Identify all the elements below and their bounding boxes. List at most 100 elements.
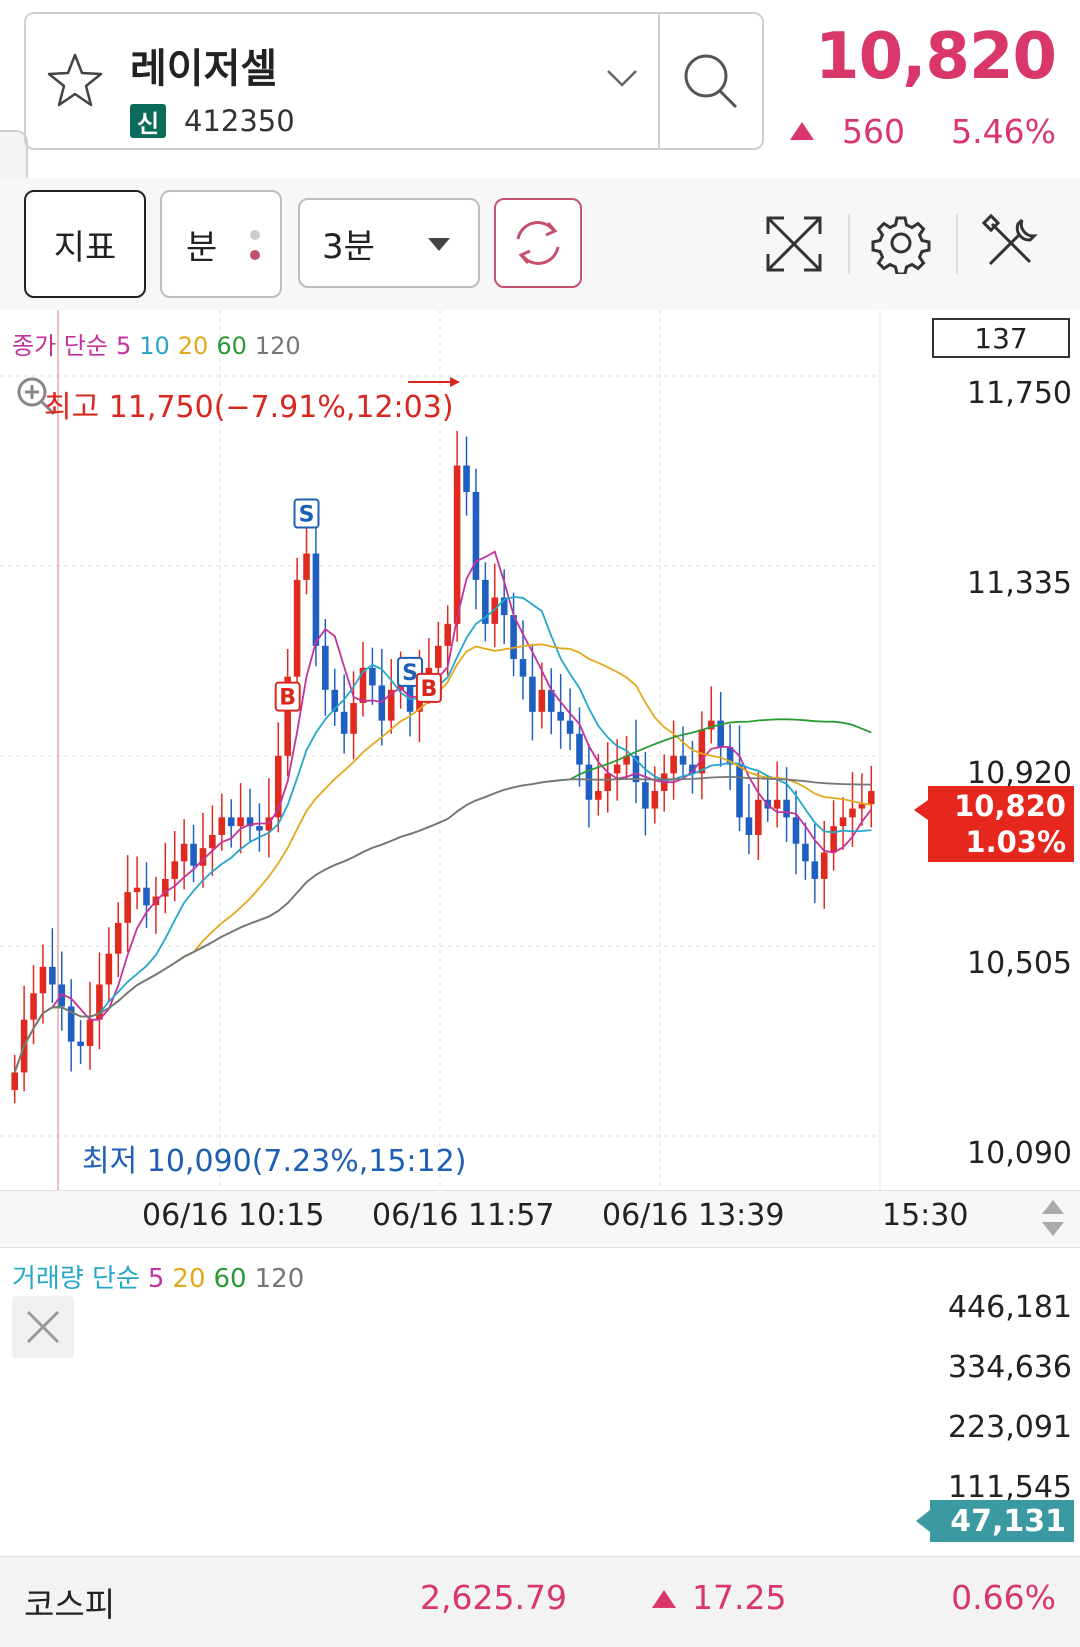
candle-body [482, 579, 489, 624]
candle-body [745, 817, 753, 835]
volume-axis-label: 334,636 [947, 1350, 1072, 1385]
candle-body [96, 984, 103, 1020]
indicator-button-label: 지표 [53, 227, 117, 268]
market-badge: 신 [130, 104, 166, 138]
candle-body [218, 817, 226, 835]
stock-code: 412350 [184, 104, 295, 138]
y-axis-label: 10,920 [967, 756, 1072, 791]
search-icon[interactable] [660, 14, 762, 148]
period-select[interactable]: 3분 [298, 198, 480, 288]
minute-button[interactable]: 분 [160, 190, 282, 298]
candle-body [613, 764, 621, 774]
legend-ma10: 10 [139, 332, 170, 360]
candle-body [538, 689, 546, 712]
time-axis[interactable] [0, 1190, 1080, 1248]
candle-body [190, 843, 197, 866]
candle-body [463, 465, 470, 492]
current-price-percent: 1.03% [965, 825, 1066, 859]
y-axis-label: 11,750 [967, 376, 1072, 411]
signal-label: S [299, 503, 315, 528]
gear-icon[interactable] [870, 212, 932, 274]
stock-selector[interactable] [24, 12, 764, 150]
volume-legend-ma60: 60 [213, 1264, 247, 1294]
candle-body [651, 790, 659, 809]
candle-body [227, 817, 235, 827]
candle-body [547, 689, 555, 712]
legend-ma120: 120 [254, 332, 301, 360]
low-price-label: 최저 10,090(7.23%,15:12) [82, 1144, 467, 1179]
candle-body [199, 848, 207, 866]
expand-icon[interactable] [762, 212, 826, 276]
ma-line [13, 643, 872, 1073]
ma-line [13, 550, 873, 1073]
refresh-button[interactable] [494, 198, 582, 288]
candle-body [378, 685, 386, 721]
candle-body [39, 966, 47, 994]
candle-body [849, 808, 856, 818]
zoom-in-icon[interactable] [14, 374, 58, 418]
high-price-label: 최고 11,750(−7.91%,12:03) [44, 390, 454, 425]
candle-body [585, 764, 593, 800]
candle-body [406, 676, 414, 712]
index-ticker-bar[interactable] [0, 1556, 1080, 1647]
volume-axis-label: 446,181 [947, 1290, 1072, 1325]
legend-ma60: 60 [216, 332, 247, 360]
candle-body [867, 790, 875, 805]
volume-pointer [916, 1510, 930, 1532]
legend-ma5: 5 [115, 332, 132, 360]
candle-body [49, 966, 56, 985]
candle-body [340, 711, 348, 734]
up-triangle-icon [652, 1590, 676, 1608]
candle-body [274, 755, 282, 818]
current-price-pointer [914, 800, 928, 820]
candle-body [557, 711, 564, 721]
x-axis-label: 06/16 11:57 [372, 1198, 555, 1233]
candle-body [529, 676, 536, 712]
price-legend: 종가 단순 5 10 20 60 120 [12, 326, 301, 361]
index-value: 2,625.79 [420, 1578, 567, 1617]
candle-body [820, 852, 828, 879]
x-axis-label: 06/16 13:39 [602, 1198, 785, 1233]
signal-label: B [279, 686, 296, 711]
candle-body [331, 689, 339, 712]
candle-body [679, 755, 687, 765]
candle-body [736, 764, 743, 818]
volume-axis-label: 111,545 [947, 1470, 1072, 1505]
tools-icon[interactable] [980, 212, 1042, 274]
chevron-down-icon[interactable] [604, 66, 640, 90]
candle-body [510, 615, 517, 660]
updown-scroll-icon[interactable] [1038, 1196, 1068, 1240]
candle-body [595, 790, 602, 800]
candle-body [839, 817, 847, 827]
stock-name: 레이저셀 [130, 46, 278, 92]
candle-body [783, 799, 790, 818]
dot-indicator [250, 230, 260, 240]
candle-body [77, 1041, 84, 1047]
y-axis-label: 11,335 [967, 566, 1072, 601]
current-price: 10,820 [815, 20, 1057, 94]
close-icon[interactable] [12, 1296, 74, 1358]
current-volume-tag: 47,131 [930, 1500, 1074, 1542]
divider [658, 12, 660, 150]
x-axis-label: 06/16 10:15 [142, 1198, 325, 1233]
candle-body [246, 817, 254, 827]
volume-legend-ma5: 5 [147, 1264, 165, 1294]
divider [848, 214, 850, 274]
minute-button-label: 분 [186, 227, 218, 268]
candle-body [434, 645, 442, 668]
candle-body [237, 817, 244, 827]
candle-body [162, 878, 169, 897]
star-icon[interactable] [44, 50, 106, 112]
candle-body [566, 720, 574, 734]
indicator-button[interactable]: 지표 [24, 190, 146, 298]
candle-body [792, 817, 800, 844]
candle-body [67, 1006, 75, 1042]
signal-marker [415, 672, 442, 703]
divider [956, 214, 958, 274]
candle-body [171, 861, 179, 879]
candle-body [519, 659, 527, 677]
candle-body [802, 843, 809, 862]
candle-body [773, 799, 781, 809]
ma-line [13, 718, 872, 1073]
